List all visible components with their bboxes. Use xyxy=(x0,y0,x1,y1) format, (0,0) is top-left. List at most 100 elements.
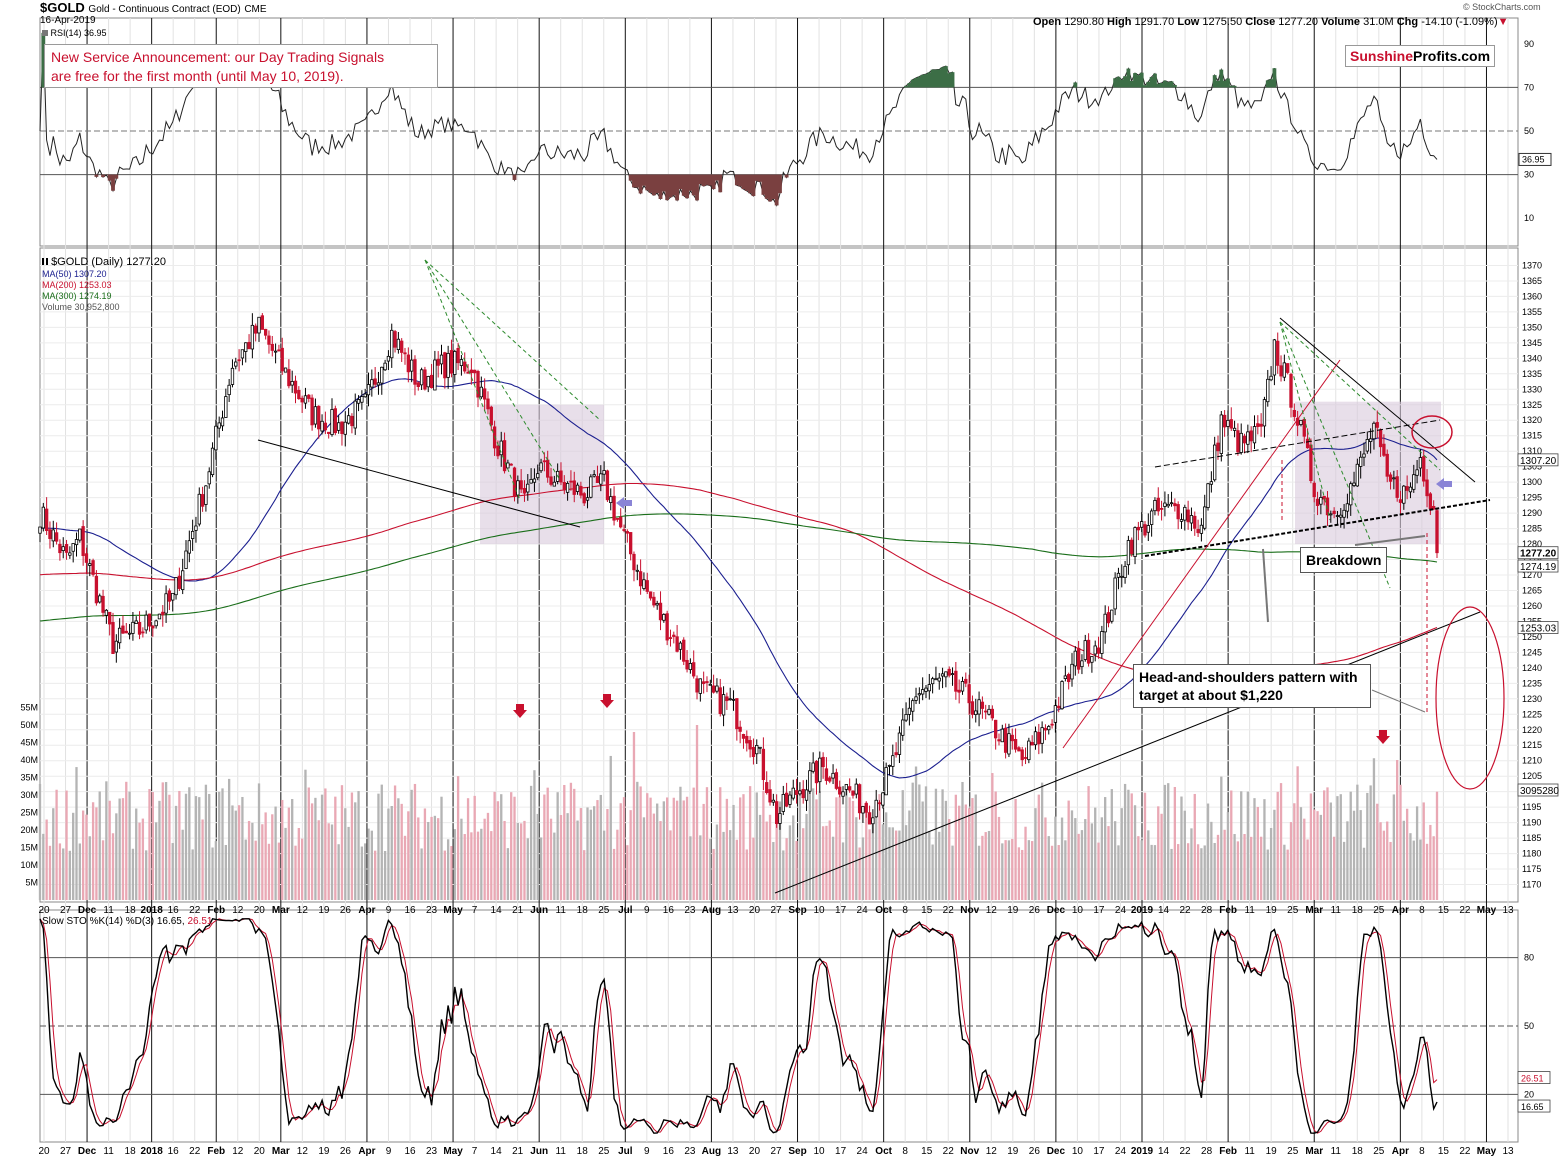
volume-bar xyxy=(841,842,845,900)
x-tick-label-bottom: 7 xyxy=(472,1146,478,1157)
x-tick-label: 22 xyxy=(1179,905,1191,916)
candle-body xyxy=(914,696,918,701)
x-tick-label-bottom: 16 xyxy=(404,1146,416,1157)
x-tick-label-bottom: 19 xyxy=(1266,1146,1278,1157)
volume-bar xyxy=(334,796,337,900)
header-date: 16-Apr-2019 xyxy=(40,15,96,26)
volume-bar xyxy=(330,824,334,900)
x-tick-label-bottom: 18 xyxy=(577,1146,589,1157)
candle-body xyxy=(506,462,510,469)
candle-body xyxy=(1355,463,1360,487)
candle-body xyxy=(788,794,792,805)
volume-bar xyxy=(1323,790,1326,900)
volume-bar xyxy=(62,848,65,900)
x-tick-label: 11 xyxy=(556,905,567,916)
volume-bar xyxy=(500,794,503,900)
x-tick-label: Nov xyxy=(960,905,979,916)
candle-body xyxy=(224,396,228,418)
volume-bar xyxy=(81,810,85,900)
volume-bar xyxy=(234,810,237,900)
candle-body xyxy=(496,445,500,457)
candle-body xyxy=(990,708,995,719)
candle-body xyxy=(409,359,414,372)
candle-body xyxy=(1033,731,1038,746)
volume-bar xyxy=(1113,821,1117,900)
volume-bar xyxy=(924,786,928,900)
candle-body xyxy=(638,571,643,587)
volume-bar xyxy=(1070,810,1074,900)
volume-bar xyxy=(586,807,589,900)
candle-body xyxy=(648,591,653,599)
brand-logo: SunshineProfits.com xyxy=(1345,45,1496,67)
price-tick-label: 1265 xyxy=(1522,585,1542,595)
x-tick-label-bottom: 8 xyxy=(1419,1146,1425,1157)
candle-body xyxy=(1365,439,1369,452)
price-tick-label: 1185 xyxy=(1522,833,1541,843)
candle-body xyxy=(310,397,314,426)
candle-body xyxy=(346,415,351,424)
volume-bar xyxy=(559,815,563,900)
x-tick-label: Jun xyxy=(530,905,548,916)
candle-body xyxy=(784,792,789,807)
candle-body xyxy=(834,772,839,789)
candle-body xyxy=(1262,399,1267,427)
x-tick-label: 19 xyxy=(318,905,330,916)
volume-bar xyxy=(1017,847,1021,900)
volume-bar xyxy=(669,830,672,900)
rsi-tick-label: 90 xyxy=(1524,39,1534,49)
volume-bar xyxy=(815,799,818,900)
x-tick-label-bottom: 9 xyxy=(386,1146,392,1157)
candle-body xyxy=(482,388,487,400)
volume-bar xyxy=(616,829,619,900)
price-legend-main: $GOLD (Daily) 1277.20 xyxy=(42,256,166,269)
candle-body xyxy=(844,784,849,790)
candle-body xyxy=(546,459,550,478)
candle-body xyxy=(1222,414,1227,428)
candle-body xyxy=(901,719,905,736)
candle-body xyxy=(214,425,218,451)
candle-body xyxy=(64,544,69,553)
volume-bar xyxy=(885,812,888,900)
volume-bar xyxy=(1157,806,1160,900)
candle-body xyxy=(619,516,623,528)
volume-bar xyxy=(204,784,208,900)
candle-body xyxy=(317,405,321,430)
volume-bar xyxy=(573,788,576,900)
candle-body xyxy=(987,708,991,715)
candle-body xyxy=(58,543,62,554)
volume-bar xyxy=(715,824,719,900)
volume-bar xyxy=(1014,798,1017,900)
candle-body xyxy=(549,476,553,485)
candle-body xyxy=(1113,577,1117,610)
candle-body xyxy=(1050,723,1054,726)
volume-bar xyxy=(768,814,772,900)
x-tick-label-bottom: 20 xyxy=(38,1146,50,1157)
volume-bar xyxy=(320,794,324,900)
watermark: © StockCharts.com xyxy=(1463,2,1541,12)
candle-body xyxy=(579,485,583,496)
volume-bar xyxy=(1273,809,1276,900)
candle-body xyxy=(250,324,255,350)
rsi-tick-label: 70 xyxy=(1524,82,1534,92)
volume-bar xyxy=(1074,818,1077,900)
price-tick-label: 1290 xyxy=(1522,508,1542,518)
candle-body xyxy=(1362,453,1366,458)
legend-ma200: MA(200) 1253.03 xyxy=(42,280,112,290)
candle-body xyxy=(200,494,205,507)
price-tick-label: 1355 xyxy=(1522,307,1542,317)
volume-bar xyxy=(553,832,556,900)
x-tick-label-bottom: 14 xyxy=(1158,1146,1170,1157)
candle-body xyxy=(413,359,417,385)
volume-bar xyxy=(337,844,340,900)
x-tick-label-bottom: 25 xyxy=(1373,1146,1385,1157)
candle-body xyxy=(1193,515,1197,529)
volume-bar xyxy=(115,813,118,900)
candle-body xyxy=(1359,456,1363,467)
x-tick-label: 26 xyxy=(340,905,352,916)
volume-bar xyxy=(1153,845,1157,900)
volume-bar xyxy=(88,836,91,900)
volume-bar xyxy=(583,850,586,900)
volume-bar xyxy=(871,821,875,900)
candle-body xyxy=(874,799,878,818)
x-tick-label: 25 xyxy=(1287,905,1299,916)
